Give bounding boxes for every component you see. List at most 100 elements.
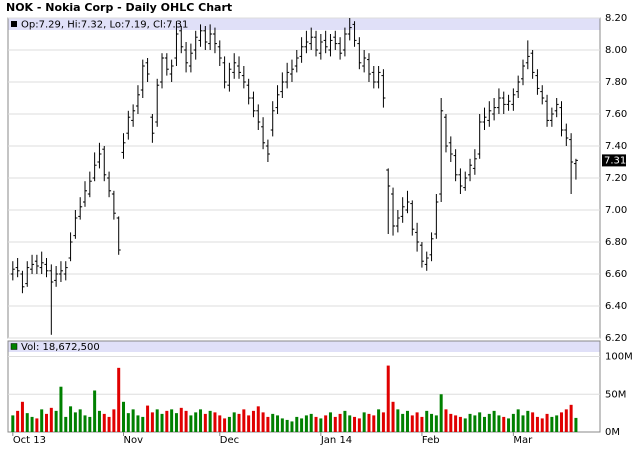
volume-bar xyxy=(179,407,183,432)
volume-bar xyxy=(54,410,58,432)
volume-bar xyxy=(516,409,520,432)
volume-bar xyxy=(333,416,337,432)
chart-title: NOK - Nokia Corp - Daily OHLC Chart xyxy=(6,1,232,14)
x-tick-label: Jan 14 xyxy=(320,435,352,446)
volume-bar xyxy=(237,413,241,432)
volume-bar xyxy=(492,410,496,432)
legend-swatch xyxy=(11,21,17,27)
volume-bar xyxy=(540,418,544,432)
volume-bar xyxy=(569,404,573,432)
y-tick-label: 50M xyxy=(605,389,626,400)
x-tick-label: Dec xyxy=(220,435,239,446)
volume-bar xyxy=(35,418,39,432)
volume-bar xyxy=(372,415,376,432)
volume-bar xyxy=(482,416,486,432)
volume-bar xyxy=(550,416,554,432)
volume-bar xyxy=(300,418,304,432)
volume-bar xyxy=(555,415,559,432)
y-tick-label: 7.20 xyxy=(605,173,627,184)
volume-bar xyxy=(97,410,101,432)
volume-bar xyxy=(545,413,549,432)
x-tick-label: Nov xyxy=(124,435,144,446)
volume-bar xyxy=(425,410,429,432)
volume-bar xyxy=(122,401,126,432)
volume-bar xyxy=(30,416,34,432)
volume-bar xyxy=(170,409,174,432)
volume-bar xyxy=(11,415,15,432)
volume-bar xyxy=(415,412,419,432)
volume-bar xyxy=(174,413,178,432)
volume-bar xyxy=(251,410,255,432)
y-tick-label: 6.20 xyxy=(605,333,627,344)
volume-bar xyxy=(314,416,318,432)
volume-bar xyxy=(319,418,323,432)
volume-bar xyxy=(247,415,251,432)
y-tick-label: 7.00 xyxy=(605,205,627,216)
volume-bar xyxy=(574,417,578,432)
y-tick-label: 7.80 xyxy=(605,77,627,88)
y-tick-label: 6.40 xyxy=(605,301,627,312)
volume-bar xyxy=(410,415,414,432)
volume-bar xyxy=(16,410,20,432)
volume-bar xyxy=(266,416,270,432)
volume-bar xyxy=(362,412,366,432)
volume-bar xyxy=(348,415,352,432)
x-tick-label: Mar xyxy=(513,435,533,446)
volume-bar xyxy=(377,409,381,432)
volume-bar xyxy=(88,416,92,432)
volume-bar xyxy=(93,390,97,432)
volume-bar xyxy=(468,413,472,432)
x-tick-label: Feb xyxy=(422,435,440,446)
volume-bar xyxy=(184,410,188,432)
volume-bar xyxy=(117,367,121,432)
last-price-label: 7.31 xyxy=(604,155,626,166)
volume-bar xyxy=(497,415,501,432)
volume-bar xyxy=(386,365,390,432)
volume-bar xyxy=(141,416,145,432)
volume-bar xyxy=(511,413,515,432)
volume-bar xyxy=(223,418,227,432)
volume-bar xyxy=(256,406,260,432)
volume-bar xyxy=(25,413,29,432)
volume-bar xyxy=(199,409,203,432)
volume-bar xyxy=(324,415,328,432)
volume-bar xyxy=(160,413,164,432)
volume-bar xyxy=(261,412,265,432)
volume-bar xyxy=(391,401,395,432)
volume-bar xyxy=(146,405,150,432)
volume-bar xyxy=(473,415,477,432)
volume-bar xyxy=(353,416,357,432)
volume-bar xyxy=(155,409,159,432)
volume-bar xyxy=(40,409,44,432)
volume-bar xyxy=(189,415,193,432)
volume-bar xyxy=(150,412,154,432)
volume-bar xyxy=(449,413,453,432)
legend: Op:7.29, Hi:7.32, Lo:7.19, Cl:7.31 xyxy=(21,20,188,31)
volume-bar xyxy=(73,412,77,432)
y-tick-label: 6.60 xyxy=(605,269,627,280)
volume-bar xyxy=(285,419,289,432)
volume-bar xyxy=(521,415,525,432)
volume-bar xyxy=(295,416,299,432)
volume-bar xyxy=(208,410,212,432)
volume-bar xyxy=(20,401,24,432)
volume-bar xyxy=(126,413,130,432)
y-tick-label: 100M xyxy=(605,352,633,363)
volume-bar xyxy=(439,394,443,432)
volume-bar xyxy=(434,415,438,432)
volume-bar xyxy=(343,410,347,432)
volume-bar xyxy=(242,409,246,432)
volume-bar xyxy=(227,416,231,432)
volume-bar xyxy=(304,415,308,432)
volume-legend: Vol: 18,672,500 xyxy=(21,342,100,353)
volume-bar xyxy=(280,418,284,432)
volume-bar xyxy=(401,413,405,432)
y-tick-label: 6.80 xyxy=(605,237,627,248)
volume-bar xyxy=(559,412,563,432)
volume-bar xyxy=(535,416,539,432)
volume-frame xyxy=(7,340,601,433)
volume-bar xyxy=(367,413,371,432)
legend-band xyxy=(8,341,600,352)
y-tick-label: 0M xyxy=(605,427,620,438)
volume-bar xyxy=(64,416,68,432)
